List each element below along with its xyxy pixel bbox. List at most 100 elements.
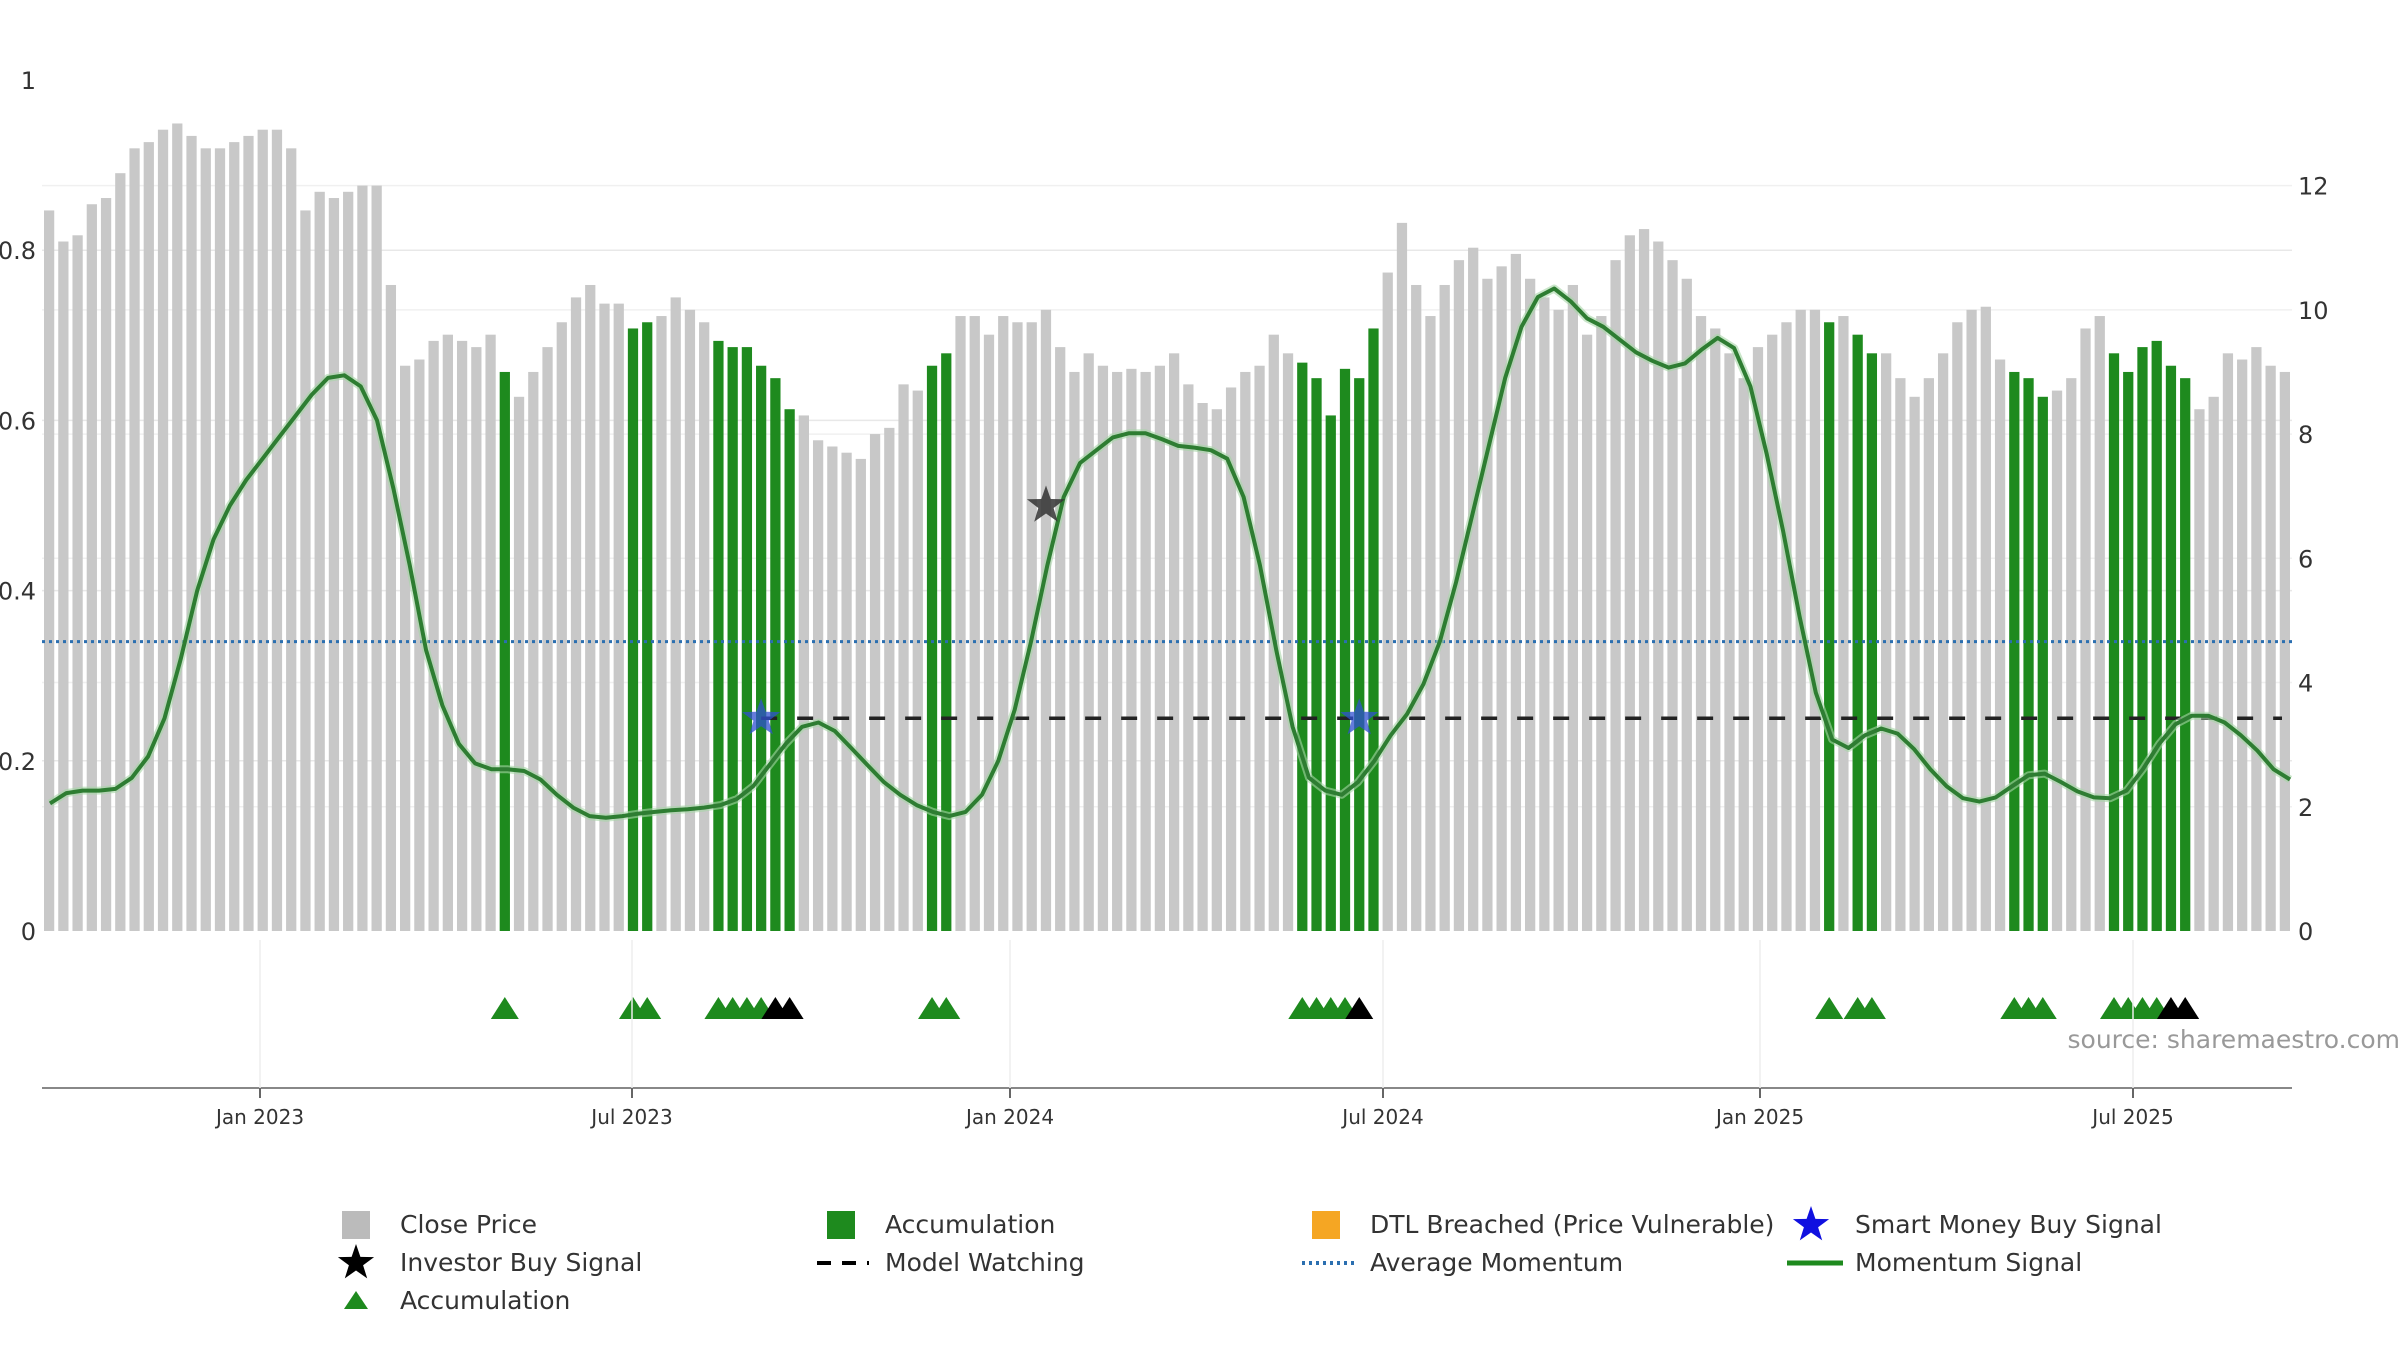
- close-price-bar: [1781, 322, 1792, 931]
- x-tick-label: Jan 2025: [1714, 1105, 1804, 1129]
- close-price-bar: [1439, 284, 1450, 931]
- close-price-bar: [414, 359, 425, 932]
- accumulation-triangle: [633, 997, 662, 1019]
- close-price-bar: [400, 365, 411, 932]
- close-price-bar: [1496, 266, 1507, 932]
- close-price-bar: [1752, 347, 1764, 932]
- chart-legend: Close Price Accumulation DTL Breached (Pri…: [0, 1205, 2400, 1335]
- x-tick-label: Jan 2023: [214, 1105, 304, 1129]
- close-price-bar: [841, 452, 852, 931]
- accumulation-bar: [1368, 328, 1379, 931]
- close-price-bar: [1411, 284, 1422, 931]
- legend-symbol-icon: [827, 1211, 855, 1239]
- accumulation-bar: [2180, 378, 2191, 931]
- close-price-bar: [599, 303, 610, 931]
- accumulation-triangle: [1815, 997, 1844, 1019]
- legend-item: Smart Money Buy Signal: [1785, 1205, 2162, 1243]
- close-price-bar: [300, 210, 311, 931]
- close-price-bar: [172, 123, 183, 931]
- right-tick-label: 0: [2298, 918, 2313, 946]
- accumulation-triangle: [932, 997, 961, 1019]
- close-price-bar: [1040, 309, 1052, 931]
- accumulation-bar: [713, 340, 724, 931]
- close-price-bar: [1083, 353, 1094, 932]
- legend-label: Momentum Signal: [1855, 1247, 2083, 1277]
- close-price-bar: [1667, 260, 1678, 931]
- close-price-bar: [884, 427, 895, 931]
- close-price-bar: [2279, 371, 2291, 931]
- left-tick-label: 0.4: [0, 578, 36, 606]
- accumulation-triangle: [2171, 997, 2200, 1019]
- close-price-bar: [2251, 347, 2262, 932]
- close-price-bar: [1539, 297, 1550, 931]
- close-price-bar: [314, 191, 325, 931]
- close-price-bar: [2051, 390, 2063, 931]
- close-price-bar: [385, 284, 397, 931]
- close-price-bar: [371, 185, 382, 932]
- accumulation-bar: [770, 378, 781, 931]
- close-price-bar: [1738, 378, 1749, 931]
- close-price-bar: [157, 129, 169, 932]
- accumulation-bar: [1852, 334, 1863, 931]
- smart-money-buy-star: [1340, 698, 1379, 735]
- close-price-bar: [1225, 387, 1237, 931]
- close-price-bar: [1653, 241, 1664, 931]
- accumulation-triangle: [1345, 997, 1374, 1019]
- accumulation-triangle: [490, 997, 519, 1019]
- right-tick-label: 6: [2298, 545, 2313, 573]
- close-price-bar: [1168, 353, 1180, 932]
- close-price-bar: [115, 173, 126, 932]
- close-price-bar: [869, 434, 881, 931]
- close-price-bar: [1453, 260, 1465, 931]
- close-price-bar: [1482, 278, 1493, 932]
- left-tick-label: 0.8: [0, 237, 36, 265]
- close-price-bar: [1425, 316, 1436, 931]
- close-price-bar: [656, 316, 667, 931]
- close-price-bar: [2080, 328, 2091, 931]
- right-tick-label: 10: [2298, 297, 2329, 325]
- close-price-bar: [200, 148, 211, 931]
- right-tick-label: 8: [2298, 421, 2313, 449]
- accumulation-bar: [1325, 415, 1336, 931]
- legend-item: Accumulation: [815, 1205, 1055, 1243]
- left-axis-ticks: 0 0.2 0.4 0.6 0.8 1: [0, 67, 36, 946]
- close-price-bar: [684, 309, 696, 931]
- close-price-bar: [2208, 396, 2219, 931]
- close-price-bar: [613, 303, 624, 931]
- close-price-bar: [1126, 368, 1137, 931]
- close-price-bar: [1952, 322, 1963, 931]
- close-price-bar: [513, 396, 525, 931]
- close-price-bar: [229, 142, 240, 931]
- accumulation-bar: [1339, 368, 1351, 931]
- close-price-bar: [343, 191, 354, 931]
- close-price-bar: [243, 135, 254, 932]
- close-price-bar: [1154, 365, 1166, 932]
- accumulation-bar: [2023, 378, 2034, 931]
- accumulation-bar: [2009, 371, 2020, 931]
- close-price-bars: [43, 123, 2291, 932]
- close-price-bar: [542, 347, 553, 932]
- legend-label: Smart Money Buy Signal: [1855, 1209, 2162, 1239]
- x-tick-label: Jan 2024: [964, 1105, 1054, 1129]
- close-price-bar: [143, 142, 154, 931]
- close-price-bar: [1681, 278, 1692, 932]
- close-price-bar: [214, 148, 226, 931]
- legend-symbol-icon: [817, 1261, 869, 1265]
- accumulation-triangle: [2028, 997, 2057, 1019]
- left-tick-label: 0.6: [0, 407, 36, 435]
- legend-label: Average Momentum: [1370, 1247, 1624, 1277]
- close-price-bar: [1923, 378, 1934, 931]
- close-price-bar: [1881, 353, 1892, 932]
- close-price-bar: [1211, 409, 1222, 931]
- close-price-bar: [1596, 316, 1607, 931]
- accumulation-bar: [2108, 353, 2120, 932]
- close-price-bar: [1695, 316, 1707, 931]
- legend-item: Accumulation: [330, 1281, 570, 1319]
- right-tick-label: 2: [2298, 794, 2313, 822]
- legend-symbol-icon: [342, 1211, 370, 1239]
- legend-item: Momentum Signal: [1785, 1243, 2082, 1281]
- close-price-bar: [1382, 272, 1393, 932]
- close-price-bar: [585, 284, 596, 931]
- accumulation-bar: [1297, 362, 1308, 932]
- close-price-bar: [570, 297, 582, 931]
